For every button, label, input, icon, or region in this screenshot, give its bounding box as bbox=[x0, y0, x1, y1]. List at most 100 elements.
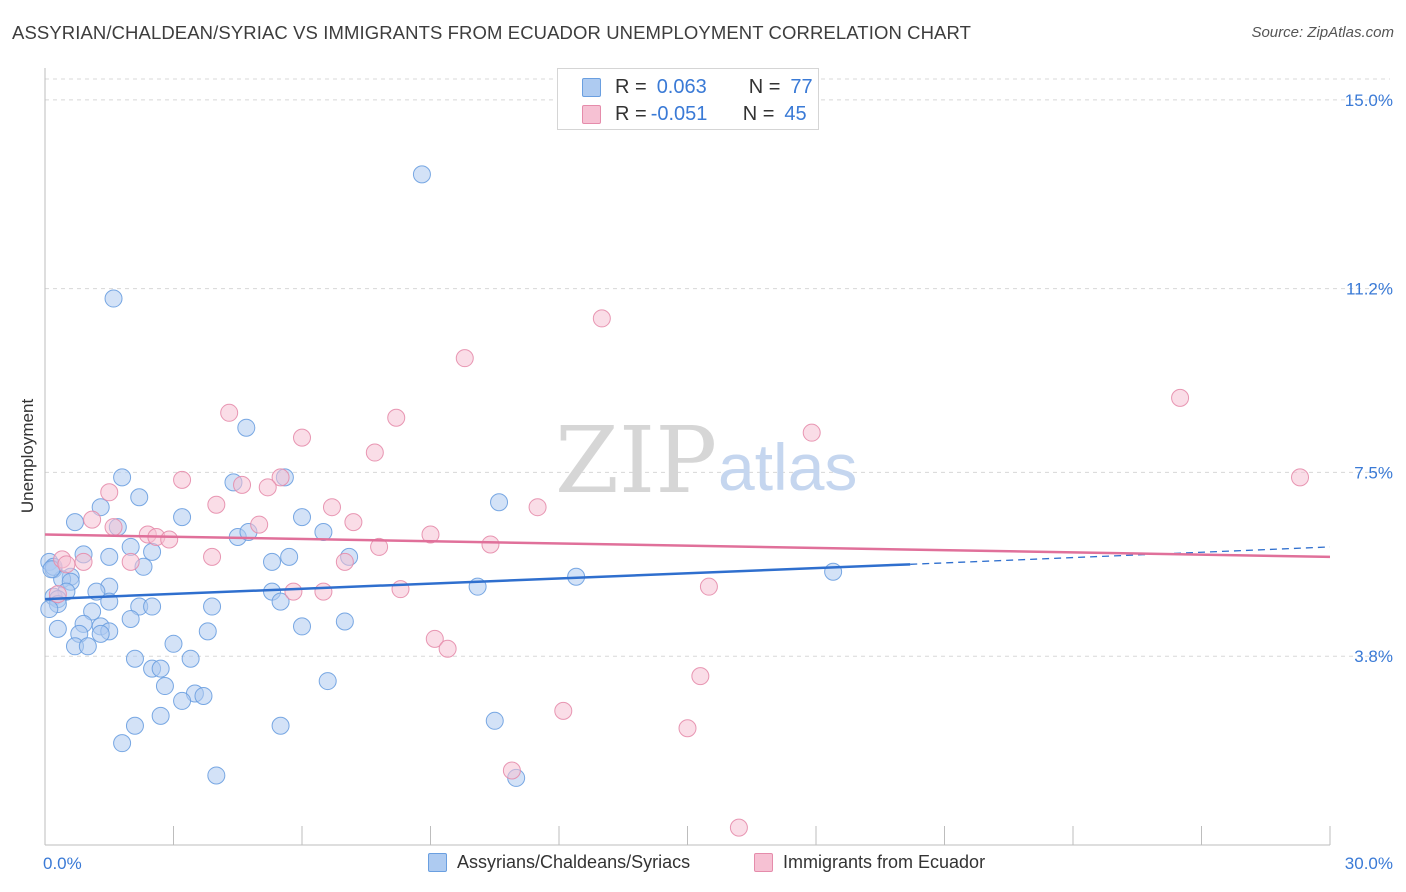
assyrians-point-10 bbox=[293, 508, 311, 527]
assyrians-point-35 bbox=[271, 592, 290, 611]
ecuador-point-29 bbox=[121, 552, 140, 571]
ecuador-point-7 bbox=[365, 443, 384, 462]
assyrians-point-44 bbox=[335, 612, 354, 631]
assyrians-point-52 bbox=[293, 617, 311, 636]
y-tick-label-3: 15.0% bbox=[1345, 91, 1393, 110]
ecuador-point-37 bbox=[48, 585, 67, 604]
chart-title: ASSYRIAN/CHALDEAN/SYRIAC VS IMMIGRANTS F… bbox=[12, 22, 972, 43]
ecuador-trend-line bbox=[44, 533, 1331, 559]
assyrians-point-61 bbox=[155, 677, 174, 696]
ecuador-point-33 bbox=[699, 577, 718, 596]
ecuador-point-34 bbox=[391, 580, 410, 599]
series-ecuador-points bbox=[48, 309, 1310, 837]
assyrians-trend-line bbox=[44, 563, 911, 601]
legend-swatch-blue bbox=[428, 853, 447, 872]
assyrians-point-18 bbox=[100, 547, 119, 566]
ecuador-point-30 bbox=[57, 555, 76, 574]
legend-swatch-pink bbox=[754, 853, 773, 872]
ecuador-point-8 bbox=[1291, 468, 1310, 487]
ecuador-point-3 bbox=[220, 403, 239, 422]
assyrians-point-68 bbox=[485, 711, 504, 730]
n-value: 77 bbox=[790, 75, 813, 98]
n-label: N = bbox=[748, 75, 781, 98]
assyrians-point-39 bbox=[143, 597, 162, 616]
assyrians-point-69 bbox=[113, 734, 132, 753]
ecuador-point-12 bbox=[258, 478, 277, 497]
ecuador-point-43 bbox=[502, 761, 521, 780]
ecuador-point-38 bbox=[425, 629, 444, 648]
assyrians-point-57 bbox=[181, 649, 200, 668]
ecuador-point-40 bbox=[691, 667, 710, 686]
assyrians-point-2 bbox=[237, 418, 256, 437]
ecuador-point-35 bbox=[284, 582, 303, 601]
ecuador-point-20 bbox=[250, 515, 269, 534]
ecuador-point-21 bbox=[421, 525, 440, 544]
assyrians-point-47 bbox=[48, 619, 67, 638]
legend-row-ecuador: R = -0.051 N = 45 bbox=[582, 103, 807, 125]
ecuador-point-17 bbox=[83, 510, 102, 529]
ecuador-point-44 bbox=[729, 818, 748, 837]
legend-item-ecuador[interactable]: Immigrants from Ecuador bbox=[754, 852, 985, 873]
source-note: Source: ZipAtlas.com bbox=[1251, 24, 1394, 41]
assyrians-point-60 bbox=[318, 672, 337, 691]
assyrians-point-16 bbox=[143, 542, 162, 561]
r-value: -0.051 bbox=[650, 102, 708, 125]
ecuador-point-14 bbox=[207, 495, 226, 514]
ecuador-point-16 bbox=[528, 498, 547, 517]
grid-lines bbox=[45, 78, 1390, 657]
correlation-legend: R = 0.063 N = 77 R = -0.051 N = 45 bbox=[557, 68, 819, 130]
assyrians-point-7 bbox=[490, 493, 509, 512]
x-tick-label-min: 0.0% bbox=[43, 854, 82, 873]
legend-swatch-pink bbox=[582, 104, 601, 124]
ecuador-point-9 bbox=[173, 470, 192, 489]
ecuador-point-10 bbox=[271, 468, 290, 487]
assyrians-point-40 bbox=[203, 597, 222, 616]
assyrians-point-8 bbox=[91, 498, 110, 517]
assyrians-point-72 bbox=[824, 562, 843, 581]
n-value: 45 bbox=[784, 102, 807, 125]
ecuador-point-42 bbox=[678, 719, 697, 738]
ecuador-point-6 bbox=[293, 428, 311, 447]
assyrians-point-3 bbox=[113, 468, 132, 487]
assyrians-point-1 bbox=[104, 289, 123, 308]
ecuador-point-19 bbox=[104, 518, 123, 537]
assyrians-point-56 bbox=[125, 649, 144, 668]
assyrians-point-13 bbox=[314, 523, 333, 542]
assyrians-point-63 bbox=[194, 686, 213, 705]
trend-lines bbox=[44, 533, 1331, 601]
ecuador-point-13 bbox=[100, 483, 119, 502]
ecuador-point-32 bbox=[74, 552, 93, 571]
ecuador-point-18 bbox=[344, 513, 363, 532]
assyrians-point-50 bbox=[91, 624, 110, 643]
ecuador-point-39 bbox=[438, 639, 457, 658]
watermark-zip: ZIP bbox=[555, 407, 717, 514]
ecuador-point-2 bbox=[1171, 388, 1190, 407]
assyrians-point-65 bbox=[151, 706, 170, 725]
assyrians-point-66 bbox=[125, 716, 144, 735]
ecuador-point-26 bbox=[370, 537, 389, 556]
ecuador-point-15 bbox=[322, 498, 341, 517]
assyrians-point-67 bbox=[271, 716, 290, 735]
legend-item-assyrians[interactable]: Assyrians/Chaldeans/Syriacs bbox=[428, 852, 690, 873]
assyrians-point-0 bbox=[412, 165, 431, 184]
series-legend: Assyrians/Chaldeans/Syriacs Immigrants f… bbox=[0, 852, 1406, 876]
assyrians-point-6 bbox=[130, 488, 149, 507]
r-value: 0.063 bbox=[656, 75, 707, 98]
legend-swatch-blue bbox=[582, 77, 601, 97]
assyrians-point-9 bbox=[173, 508, 192, 527]
y-tick-label-1: 7.5% bbox=[1354, 463, 1393, 482]
assyrians-point-43 bbox=[121, 609, 140, 628]
assyrians-point-42 bbox=[83, 602, 102, 621]
ecuador-point-4 bbox=[387, 408, 406, 427]
ecuador-point-41 bbox=[554, 701, 573, 720]
ecuador-point-11 bbox=[233, 475, 252, 494]
axes bbox=[44, 68, 1331, 846]
ecuador-point-36 bbox=[314, 582, 333, 601]
assyrians-point-11 bbox=[65, 513, 84, 532]
watermark: ZIP atlas bbox=[555, 407, 857, 514]
legend-row-assyrians: R = 0.063 N = 77 bbox=[582, 76, 813, 98]
assyrians-point-48 bbox=[198, 622, 217, 641]
assyrians-point-59 bbox=[151, 659, 170, 678]
assyrians-point-70 bbox=[207, 766, 226, 785]
